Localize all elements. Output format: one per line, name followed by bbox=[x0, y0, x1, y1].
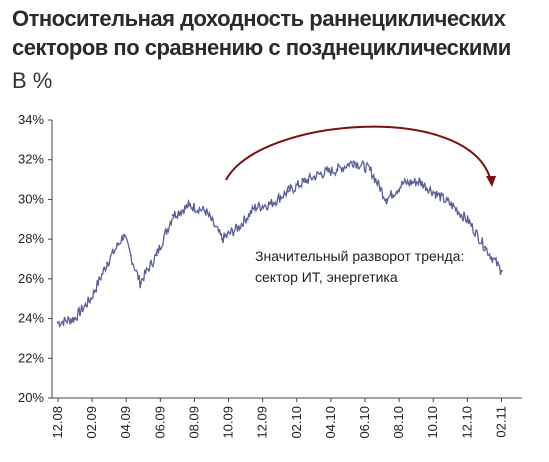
data-point bbox=[171, 214, 175, 217]
chart-axes bbox=[51, 120, 522, 399]
data-point bbox=[204, 210, 208, 213]
data-point bbox=[483, 245, 487, 249]
x-tick-label: 04.10 bbox=[323, 406, 338, 439]
chart-title: Относительная доходность раннециклически… bbox=[12, 4, 542, 62]
annotation-line-2: сектор ИТ, энергетика bbox=[255, 269, 398, 285]
data-point bbox=[253, 206, 257, 209]
x-tick-label: 10.09 bbox=[221, 406, 236, 439]
data-point bbox=[450, 204, 454, 207]
data-point bbox=[336, 168, 339, 171]
data-point bbox=[352, 160, 355, 163]
data-point bbox=[122, 233, 125, 237]
data-point bbox=[237, 226, 240, 229]
x-tick-label: 10.10 bbox=[425, 406, 440, 439]
data-point bbox=[106, 261, 109, 265]
y-axis-unit-label: В % bbox=[12, 68, 53, 93]
y-tick-label: 32% bbox=[18, 152, 44, 167]
data-point bbox=[434, 192, 437, 195]
data-point bbox=[401, 182, 405, 185]
x-tick-label: 02.10 bbox=[289, 406, 304, 439]
data-point bbox=[303, 180, 306, 183]
x-tick-label: 12.08 bbox=[50, 406, 65, 439]
data-point bbox=[319, 172, 322, 175]
y-axis-ticks: 20% 22% 24% 26% 28% 30% 32% 34% bbox=[18, 112, 52, 405]
data-point bbox=[56, 321, 60, 324]
data-point bbox=[73, 317, 76, 320]
x-tick-label: 08.10 bbox=[391, 406, 406, 439]
x-tick-label: 02.11 bbox=[493, 406, 508, 438]
x-axis-ticks: 12.08 02.09 04.09 06.09 08.09 10.09 12.09 02.10… bbox=[50, 398, 508, 439]
data-point bbox=[286, 190, 290, 193]
data-point bbox=[188, 204, 191, 207]
data-point bbox=[270, 202, 273, 205]
data-point bbox=[138, 281, 142, 285]
data-point bbox=[500, 269, 503, 273]
y-tick-label: 22% bbox=[18, 350, 44, 365]
x-tick-label: 06.10 bbox=[357, 406, 372, 439]
chart-title-line-1: Относительная доходность раннециклически… bbox=[12, 6, 506, 31]
y-tick-label: 28% bbox=[18, 231, 44, 246]
x-tick-label: 08.09 bbox=[186, 406, 201, 439]
data-point bbox=[467, 220, 470, 223]
data-point bbox=[385, 198, 388, 201]
series-line bbox=[57, 159, 503, 329]
trend-reversal-arrowhead bbox=[486, 176, 496, 187]
x-tick-label: 06.09 bbox=[152, 406, 167, 439]
data-point bbox=[221, 237, 224, 241]
trend-reversal-arrow bbox=[225, 125, 492, 182]
data-point bbox=[155, 253, 158, 257]
data-point bbox=[418, 180, 421, 183]
x-tick-label: 02.09 bbox=[84, 406, 99, 439]
y-tick-label: 34% bbox=[18, 112, 44, 127]
y-tick-label: 30% bbox=[18, 191, 44, 206]
annotation-line-1: Значительный разворот тренда: bbox=[255, 248, 464, 264]
x-tick-label: 12.10 bbox=[459, 406, 474, 439]
data-point bbox=[368, 168, 372, 171]
y-tick-label: 26% bbox=[18, 271, 44, 286]
series-points bbox=[56, 160, 503, 324]
y-tick-label: 20% bbox=[18, 390, 44, 405]
data-point bbox=[89, 297, 93, 300]
y-tick-label: 24% bbox=[18, 311, 44, 326]
chart-title-line-2: секторов по сравнению с позднециклически… bbox=[12, 35, 511, 60]
x-tick-label: 04.09 bbox=[118, 406, 133, 439]
x-tick-label: 12.09 bbox=[255, 406, 270, 439]
